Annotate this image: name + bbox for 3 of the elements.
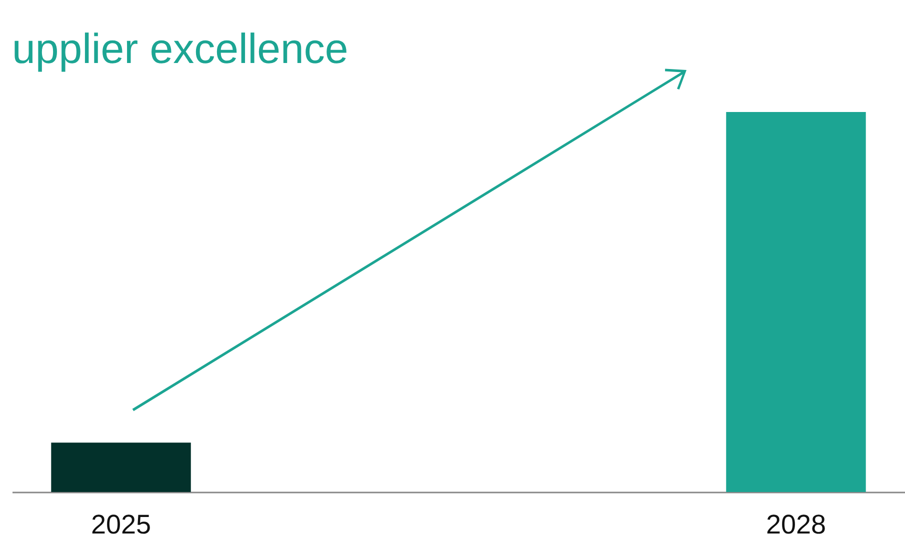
chart-title: upplier excellence [12, 25, 348, 72]
x-tick-label: 2025 [90, 510, 152, 540]
x-tick-label: 2028 [766, 510, 826, 540]
